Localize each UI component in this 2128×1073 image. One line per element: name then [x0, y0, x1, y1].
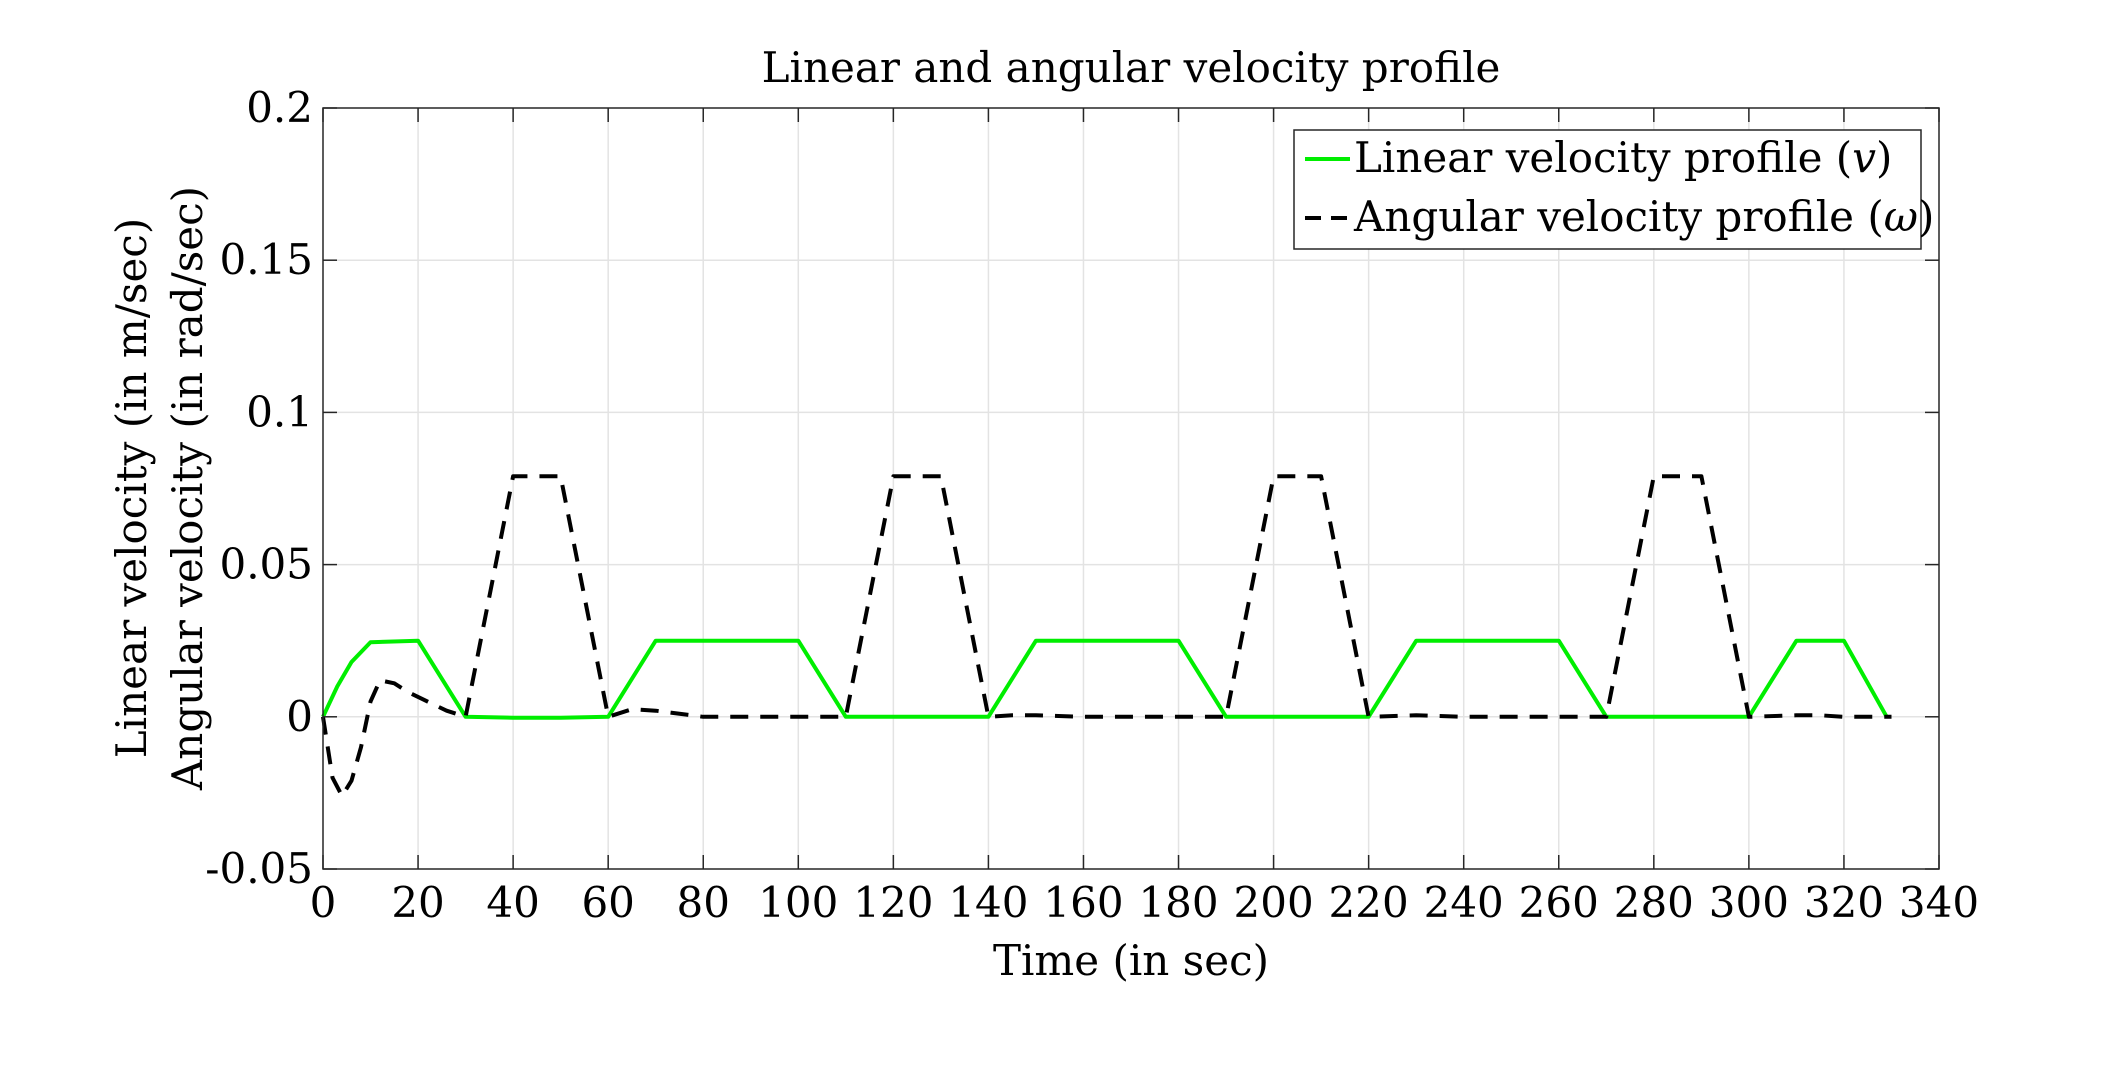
- legend-label-angular-symbol: ω: [1884, 192, 1918, 241]
- x-tick-label: 200: [1234, 878, 1314, 927]
- x-tick-label: 180: [1138, 878, 1218, 927]
- y-axis-label-linear: Linear velocity (in m/sec): [107, 218, 156, 758]
- x-tick-label: 340: [1899, 878, 1979, 927]
- legend-label-angular: Angular velocity profile (ω): [1353, 192, 1934, 241]
- y-tick-label: 0.2: [246, 83, 313, 132]
- legend-box: [1293, 129, 1922, 250]
- x-tick-label: 140: [948, 878, 1028, 927]
- legend-label-linear: Linear velocity profile (v): [1354, 133, 1892, 182]
- chart-title: Linear and angular velocity profile: [762, 43, 1501, 92]
- x-tick-label: 240: [1424, 878, 1504, 927]
- series-line-linear: [321, 638, 1889, 720]
- x-tick-label: 60: [581, 878, 634, 927]
- y-tick-label: 0: [286, 692, 313, 741]
- y-tick-labels: -0.05 0 0.05 0.1 0.15 0.2: [205, 83, 313, 893]
- y-tick-label: 0.05: [219, 540, 313, 589]
- x-tick-label: 280: [1614, 878, 1694, 927]
- axes-frame: [322, 107, 1940, 870]
- x-tick-labels: 0 20 40 60 80 100 120 140 160 180 200 220 240 260 280 3…: [310, 878, 1979, 927]
- y-axis-label-angular: Angular velocity (in rad/sec): [163, 186, 212, 791]
- legend-label-linear-text: Linear velocity profile (: [1354, 133, 1852, 182]
- y-tick-label: 0.1: [246, 387, 313, 436]
- legend: Linear velocity profile (v) Angular velo…: [1293, 129, 1934, 250]
- y-axis-label-group: Linear velocity (in m/sec) Angular veloc…: [107, 186, 212, 791]
- series-line-angular: [321, 474, 1892, 798]
- ticks: [322, 107, 1940, 870]
- legend-label-angular-close: ): [1918, 192, 1934, 241]
- x-tick-label: 120: [853, 878, 933, 927]
- legend-label-angular-text: Angular velocity profile (: [1353, 192, 1884, 241]
- x-tick-label: 80: [677, 878, 730, 927]
- legend-label-linear-symbol: v: [1852, 133, 1876, 182]
- series-layer: [321, 474, 1892, 798]
- x-tick-label: 160: [1043, 878, 1123, 927]
- x-axis-label: Time (in sec): [993, 936, 1269, 985]
- x-tick-label: 220: [1329, 878, 1409, 927]
- y-tick-label: -0.05: [205, 844, 313, 893]
- x-tick-label: 0: [310, 878, 337, 927]
- x-tick-label: 300: [1709, 878, 1789, 927]
- y-tick-label: 0.15: [219, 235, 313, 284]
- x-tick-label: 260: [1519, 878, 1599, 927]
- x-tick-label: 320: [1804, 878, 1884, 927]
- legend-label-linear-close: ): [1876, 133, 1892, 182]
- x-tick-label: 20: [391, 878, 444, 927]
- x-tick-label: 100: [758, 878, 838, 927]
- x-tick-label: 40: [486, 878, 539, 927]
